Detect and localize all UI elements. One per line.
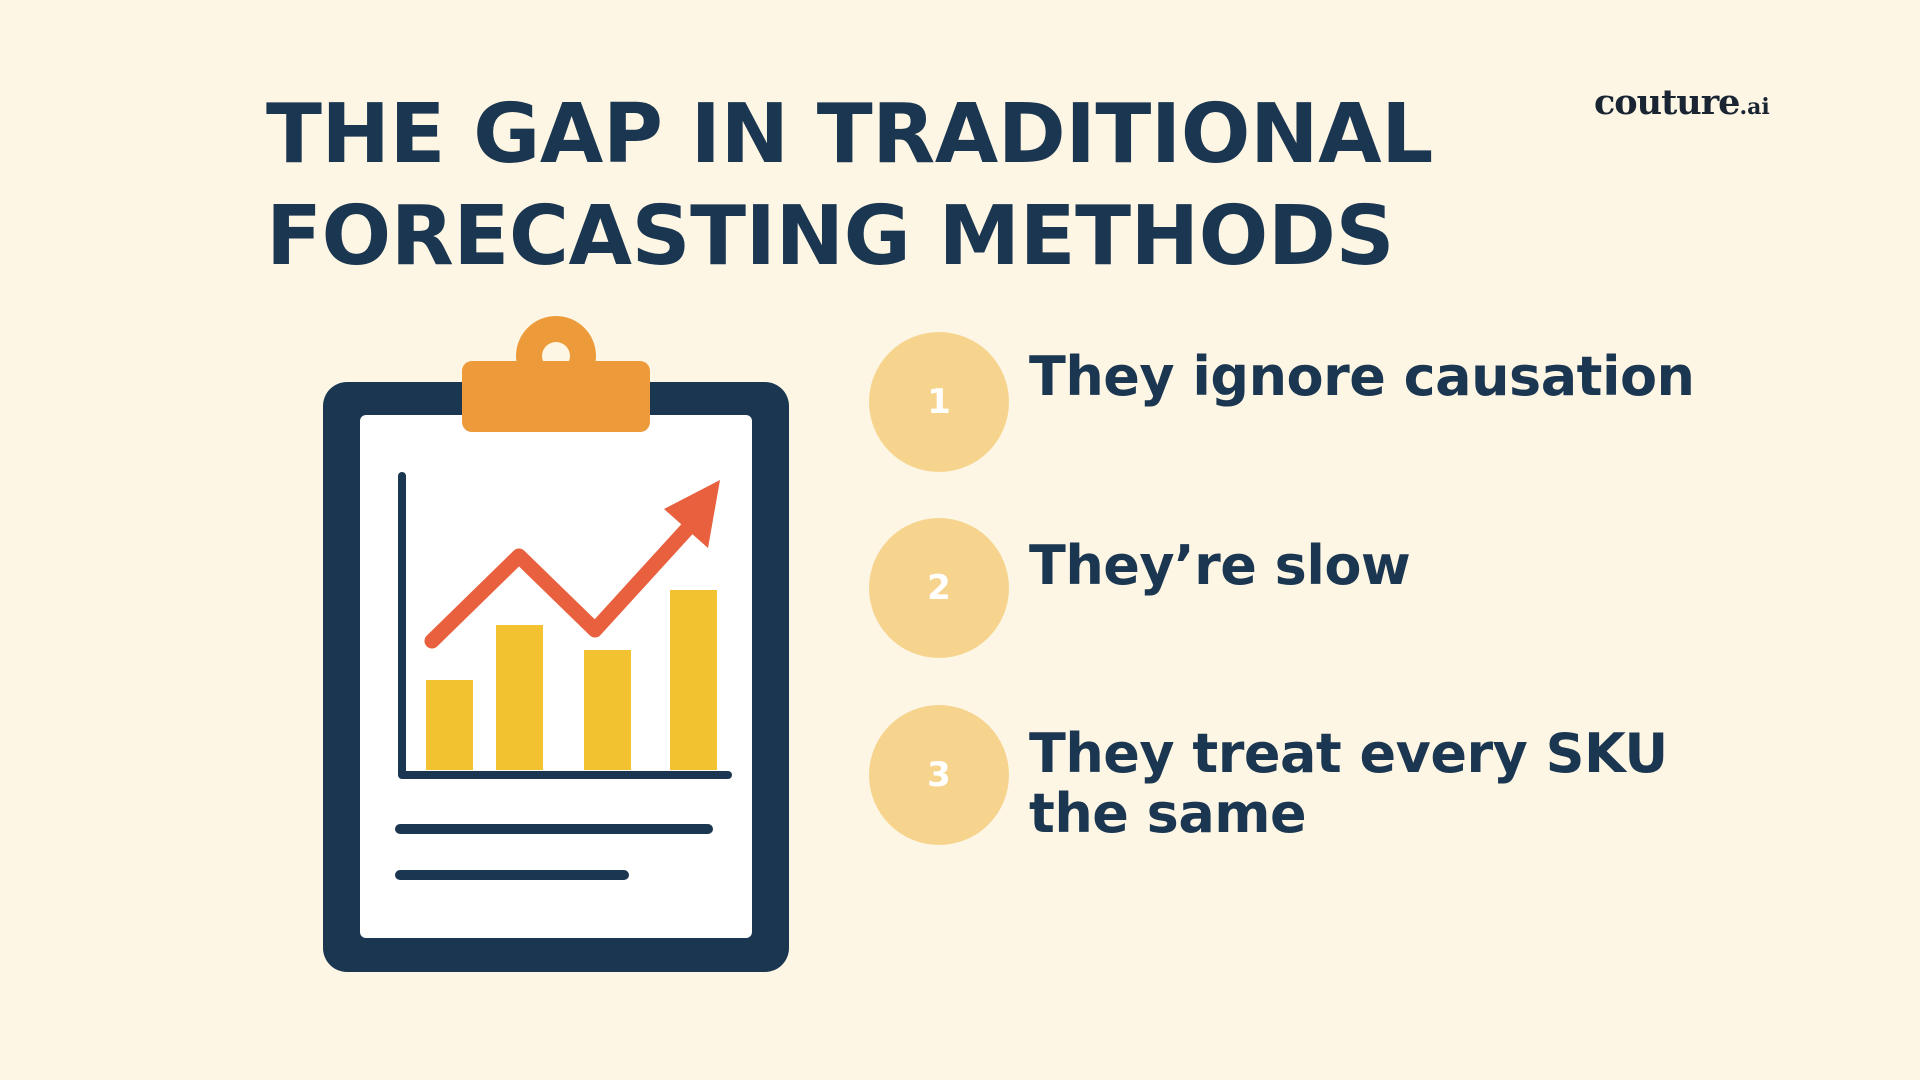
brand-logo: couture.ai [1594,82,1770,123]
trend-line [424,520,696,649]
reason-3: They treat every SKU the same [1029,724,1668,844]
chart-bar-2 [496,625,543,770]
arrow-head [664,480,720,548]
number-2: 2 [927,568,951,608]
logo-suffix: .ai [1739,94,1770,120]
page-title: THE GAP IN TRADITIONAL FORECASTING METHO… [266,84,1433,288]
logo-text: couture [1594,82,1740,123]
chart-bars [426,590,717,770]
reason-2: They’re slow [1029,534,1411,597]
reason-2-line-1: They’re slow [1029,534,1411,597]
number-1: 1 [927,382,951,422]
reason-1-line-1: They ignore causation [1029,345,1695,408]
chart-axis [398,472,732,779]
reason-1: They ignore causation [1029,347,1695,407]
title-line-2: FORECASTING METHODS [266,189,1395,284]
chart-bar-4 [670,590,717,770]
number-3: 3 [927,755,951,795]
number-badge-1: 1 [869,332,1009,472]
chart-bar-1 [426,680,473,770]
chart-bar-3 [584,650,631,770]
clip-body [462,361,650,432]
number-badge-2: 2 [869,518,1009,658]
reason-3-line-1: They treat every SKU [1029,722,1668,785]
number-badge-3: 3 [869,705,1009,845]
title-line-1: THE GAP IN TRADITIONAL [266,87,1433,182]
reason-3-line-2: the same [1029,782,1307,845]
clipboard-paper [360,415,752,938]
